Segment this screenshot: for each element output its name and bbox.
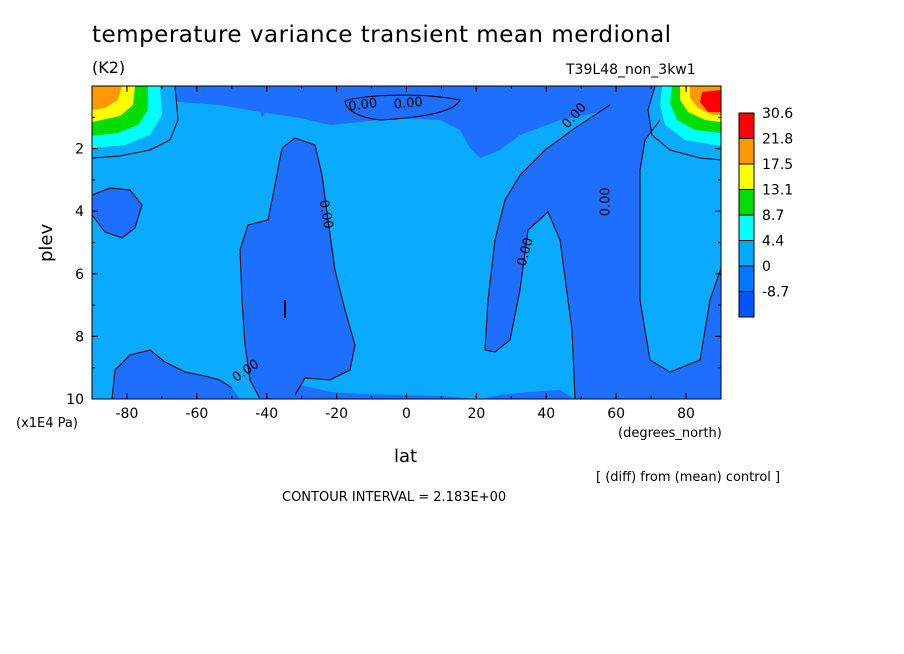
contour-label: 0.00 [599,187,614,216]
colorbar-level-label: 13.1 [762,183,793,199]
colorbar-level-label: 17.5 [762,157,793,173]
contour-line-central [239,137,356,400]
x-tick-label: 20 [467,406,485,422]
contour-line-right-edge [639,119,722,373]
contour-label: 0.00 [348,96,379,115]
contour-line-top [344,94,461,121]
x-unit-label: (degrees_north) [618,426,722,441]
y-tick-label: 2 [75,142,84,158]
x-tick-label: -80 [116,406,139,422]
comparison-note: [ (diff) from (mean) control ] [596,470,781,485]
fill-polar-high-left [92,86,178,158]
y-axis-label: plev [36,223,57,262]
fill-negative-right-column [485,100,721,399]
fill-negative-right-tongue [480,390,575,399]
x-tick-label: 40 [537,406,555,422]
colorbar-swatch [738,214,755,241]
chart-title: temperature variance transient mean merd… [92,22,672,48]
x-tick-label: 0 [402,406,411,422]
x-tick-label: -20 [325,406,348,422]
colorbar-level-label: 0 [762,259,771,275]
contour-fills [91,85,722,400]
colorbar-swatch [738,189,755,216]
colorbar-level-label: 30.6 [762,106,793,122]
fill-negative-central-tongue [240,138,355,399]
contour-interval-label: CONTOUR INTERVAL = 2.183E+00 [282,490,507,505]
y-tick-label: 10 [66,392,84,408]
colorbar-swatch [738,112,755,139]
colorbar-level-label: 4.4 [762,234,784,250]
run-id-label: T39L48_non_3kw1 [566,62,696,78]
colorbar-level-label: 21.8 [762,132,793,148]
y-axis: 2 4 6 8 10 [66,85,721,408]
fill-negative-bottom-mid [290,385,480,399]
units-label: (K2) [92,58,126,77]
y-tick-label: 8 [75,329,84,345]
colorbar-swatch [738,138,755,165]
y-tick-label: 4 [75,204,84,220]
contour-line-polar-left [91,85,179,159]
x-tick-label: -40 [255,406,278,422]
fill-negative-top-pocket [250,86,270,118]
colorbar-swatch [738,265,755,292]
y-unit-label: (x1E4 Pa) [16,416,78,431]
x-tick-label: -60 [185,406,208,422]
fill-negative-left-pocket [92,188,142,238]
x-axis: -80 -60 -40 -20 0 20 40 60 80 [91,86,722,422]
colorbar-swatch [738,240,755,267]
contour-line-polar-right [647,85,722,161]
contour-line-left-pocket [91,187,143,239]
colorbar-level-label: 8.7 [762,208,784,224]
contour-line-right [484,104,611,400]
contour-line-bottom-left [111,349,233,400]
x-tick-label: 60 [607,406,625,422]
x-tick-label: 80 [677,406,695,422]
fill-negative-top-band [92,86,721,158]
fill-negative-bottom-left [112,350,240,399]
contour-label: 0.00 [393,95,423,112]
fill-polar-high-right [648,86,721,160]
colorbar-swatch [738,163,755,190]
y-tick-label: 6 [75,267,84,283]
contour-label: 0.00 [316,199,336,230]
contour-label: 0.00 [515,236,537,268]
colorbar-level-label: -8.7 [762,285,789,301]
x-axis-label: lat [394,446,418,467]
colorbar: 30.6 21.8 17.5 13.1 8.7 4.4 0 -8.7 [738,106,793,318]
contour-lines [91,85,722,400]
colorbar-swatch [738,291,755,318]
